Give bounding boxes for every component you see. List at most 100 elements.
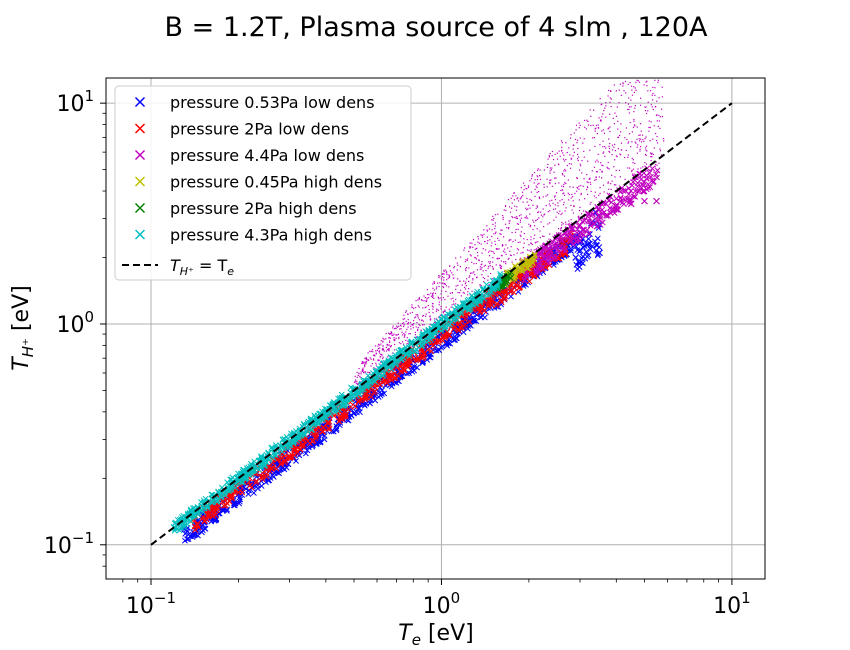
scatter-dot bbox=[507, 228, 510, 230]
scatter-point bbox=[181, 524, 187, 531]
scatter-dot bbox=[542, 216, 544, 218]
scatter-dot bbox=[530, 239, 532, 241]
scatter-dot bbox=[609, 130, 611, 133]
scatter-dot bbox=[499, 264, 502, 266]
scatter-dot bbox=[468, 280, 470, 283]
scatter-point bbox=[579, 244, 586, 250]
scatter-dot bbox=[480, 264, 482, 266]
scatter-dot bbox=[584, 126, 586, 128]
scatter-dot bbox=[533, 249, 535, 251]
scatter-dot bbox=[572, 196, 574, 198]
scatter-dot bbox=[481, 266, 483, 269]
scatter-dot bbox=[385, 338, 387, 340]
scatter-dot bbox=[393, 333, 395, 335]
scatter-dot bbox=[445, 269, 447, 271]
scatter-dot bbox=[561, 173, 563, 175]
scatter-point bbox=[528, 271, 535, 278]
scatter-dot bbox=[500, 265, 503, 268]
scatter-dot bbox=[432, 308, 434, 310]
scatter-dot bbox=[609, 97, 611, 99]
scatter-dot bbox=[536, 191, 538, 193]
scatter-point bbox=[210, 513, 217, 520]
scatter-dot bbox=[485, 269, 487, 272]
scatter-dot bbox=[508, 226, 510, 229]
scatter-dot bbox=[476, 247, 478, 250]
scatter-point bbox=[380, 379, 386, 385]
scatter-point bbox=[625, 191, 632, 198]
scatter-dot bbox=[552, 202, 554, 204]
scatter-dot bbox=[536, 178, 539, 181]
scatter-dot bbox=[565, 223, 567, 225]
scatter-dot bbox=[512, 240, 514, 243]
legend-label: pressure 4.3Pa high dens bbox=[170, 226, 372, 245]
scatter-dot bbox=[650, 156, 652, 158]
scatter-point bbox=[654, 167, 661, 174]
scatter-dot bbox=[373, 359, 375, 361]
scatter-dot bbox=[516, 206, 518, 208]
scatter-dot bbox=[561, 185, 563, 187]
scatter-dot bbox=[654, 163, 657, 166]
scatter-point bbox=[589, 211, 596, 218]
scatter-dot bbox=[638, 140, 641, 142]
scatter-dot bbox=[393, 328, 396, 330]
scatter-dot bbox=[657, 125, 659, 128]
scatter-dot bbox=[563, 194, 566, 196]
scatter-dot bbox=[568, 193, 570, 196]
scatter-dot bbox=[465, 285, 467, 287]
scatter-dot bbox=[441, 276, 444, 278]
scatter-dot bbox=[624, 156, 626, 159]
scatter-point bbox=[605, 212, 612, 219]
scatter-point bbox=[460, 300, 467, 307]
scatter-point bbox=[408, 338, 415, 345]
scatter-dot bbox=[565, 170, 567, 172]
scatter-dot bbox=[407, 326, 409, 328]
scatter-dot bbox=[539, 175, 541, 177]
scatter-dot bbox=[438, 285, 440, 288]
scatter-point bbox=[512, 281, 519, 288]
scatter-dot bbox=[649, 140, 651, 142]
scatter-dot bbox=[554, 164, 556, 166]
scatter-dot bbox=[549, 181, 551, 184]
scatter-point bbox=[570, 241, 577, 247]
scatter-dot bbox=[404, 311, 407, 313]
scatter-dot bbox=[628, 133, 631, 135]
scatter-dot bbox=[530, 191, 533, 193]
scatter-dot bbox=[635, 81, 637, 84]
scatter-dot bbox=[622, 83, 624, 85]
scatter-point bbox=[413, 357, 420, 364]
scatter-point bbox=[639, 181, 646, 188]
scatter-dot bbox=[657, 79, 660, 81]
scatter-dot bbox=[431, 293, 434, 295]
scatter-dot bbox=[434, 322, 436, 324]
scatter-dot bbox=[464, 283, 466, 285]
scatter-dot bbox=[558, 182, 560, 184]
scatter-dot bbox=[658, 97, 660, 99]
scatter-dot bbox=[661, 116, 664, 118]
scatter-dot bbox=[449, 270, 451, 272]
scatter-point bbox=[352, 403, 358, 410]
scatter-point bbox=[397, 373, 404, 380]
scatter-dot bbox=[486, 225, 488, 227]
scatter-dot bbox=[537, 176, 539, 178]
scatter-dot bbox=[529, 180, 531, 182]
scatter-dot bbox=[486, 242, 488, 244]
scatter-dot bbox=[638, 138, 640, 140]
scatter-dot bbox=[661, 108, 663, 110]
scatter-dot bbox=[618, 102, 620, 104]
scatter-dot bbox=[497, 248, 499, 250]
scatter-dot bbox=[382, 345, 384, 347]
scatter-dot bbox=[569, 154, 571, 156]
scatter-dot bbox=[561, 141, 563, 144]
scatter-dot bbox=[378, 359, 380, 361]
scatter-dot bbox=[624, 80, 627, 83]
scatter-dot bbox=[469, 272, 472, 274]
legend-label-reference: TH⁺ = Te bbox=[170, 256, 234, 278]
scatter-point bbox=[451, 324, 458, 331]
scatter-dot bbox=[519, 257, 522, 259]
scatter-dot bbox=[593, 195, 595, 197]
scatter-dot bbox=[551, 199, 553, 201]
scatter-dot bbox=[401, 322, 403, 325]
scatter-point bbox=[428, 348, 435, 355]
scatter-dot bbox=[593, 136, 596, 139]
scatter-dot bbox=[553, 208, 555, 210]
